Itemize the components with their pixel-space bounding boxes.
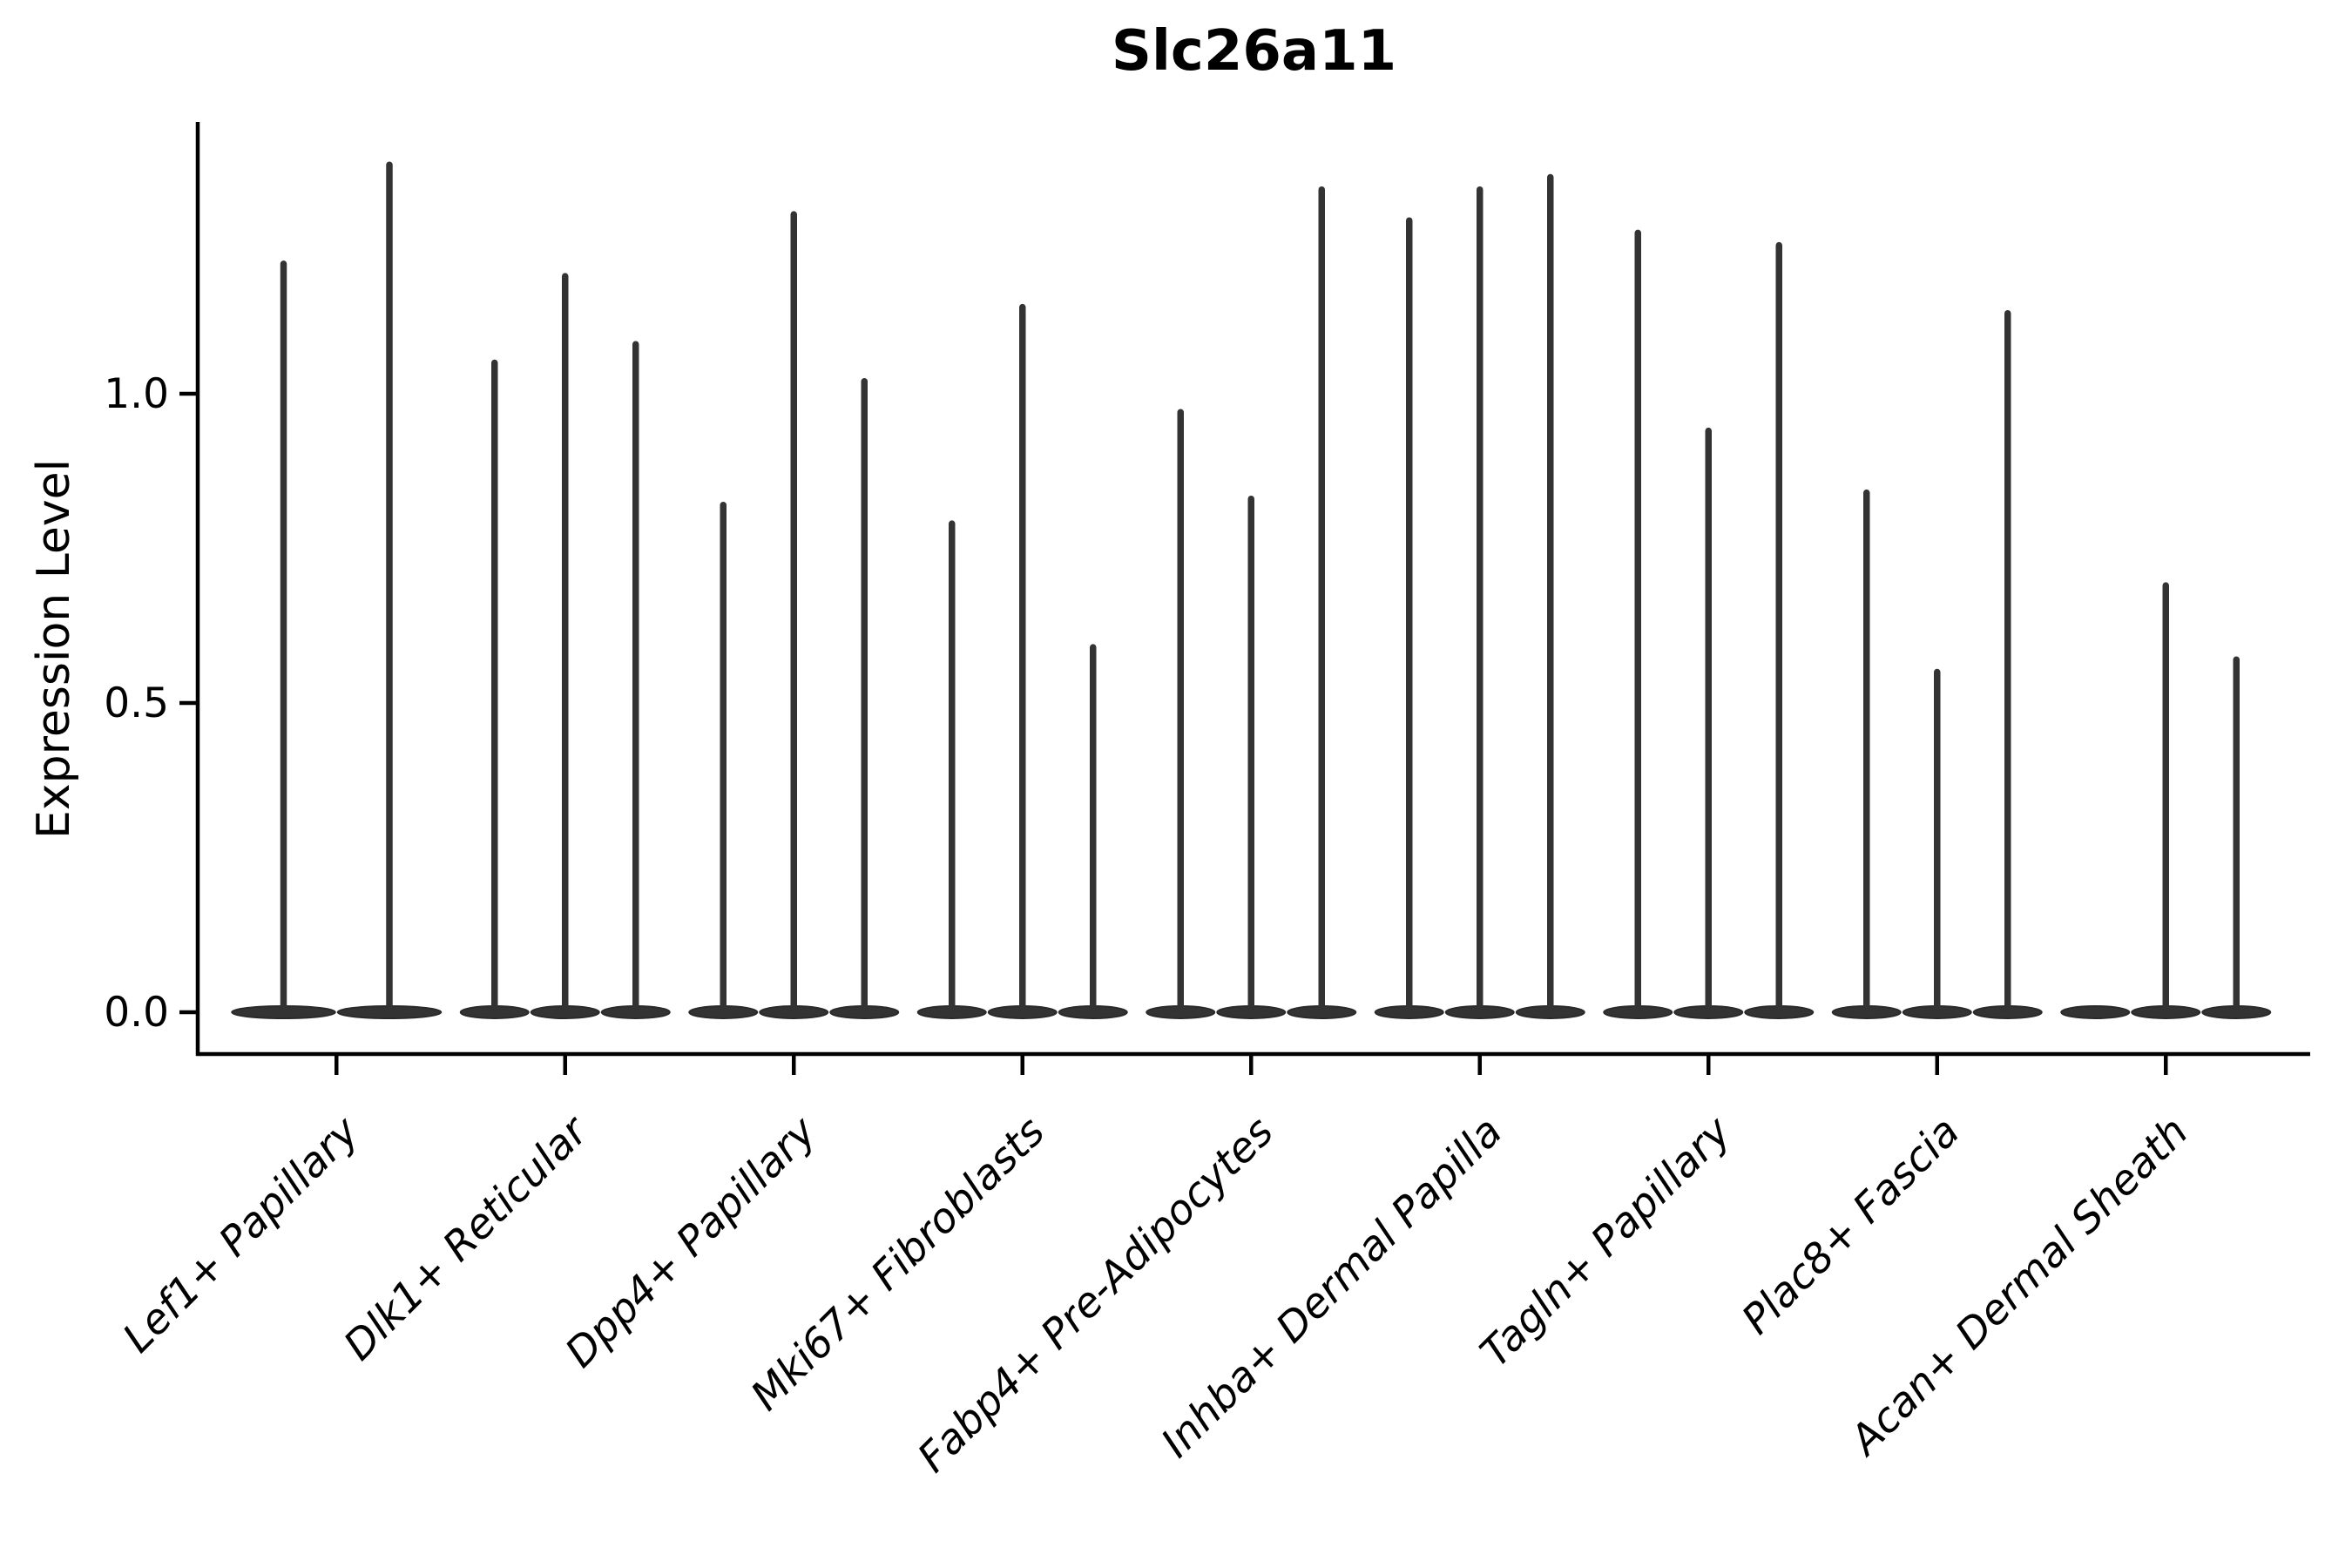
x-tick-label: Plac8+ Fascia (1733, 1108, 1969, 1344)
violin-group (2060, 582, 2272, 1019)
violin-group (231, 161, 443, 1019)
violin-group (1603, 229, 1815, 1019)
violin-group (459, 273, 671, 1019)
x-tick-label: Tagln+ Papillary (1471, 1107, 1741, 1377)
y-tick-label: 0.5 (104, 679, 169, 727)
violin-group (1831, 309, 2043, 1019)
violin-group (1374, 173, 1585, 1019)
x-tick-label: Dlk1+ Reticular (335, 1106, 598, 1370)
chart-title: Slc26a11 (1111, 19, 1397, 84)
violin-group (1146, 186, 1357, 1019)
violin-body (2060, 1005, 2131, 1019)
y-tick-label: 1.0 (104, 370, 169, 418)
violin-group (916, 303, 1128, 1019)
y-tick-label: 0.0 (104, 989, 169, 1037)
x-tick-label: Dpp4+ Papillary (557, 1107, 827, 1377)
x-tick-label: Lef1+ Papillary (114, 1107, 369, 1362)
violin-group (688, 211, 900, 1019)
